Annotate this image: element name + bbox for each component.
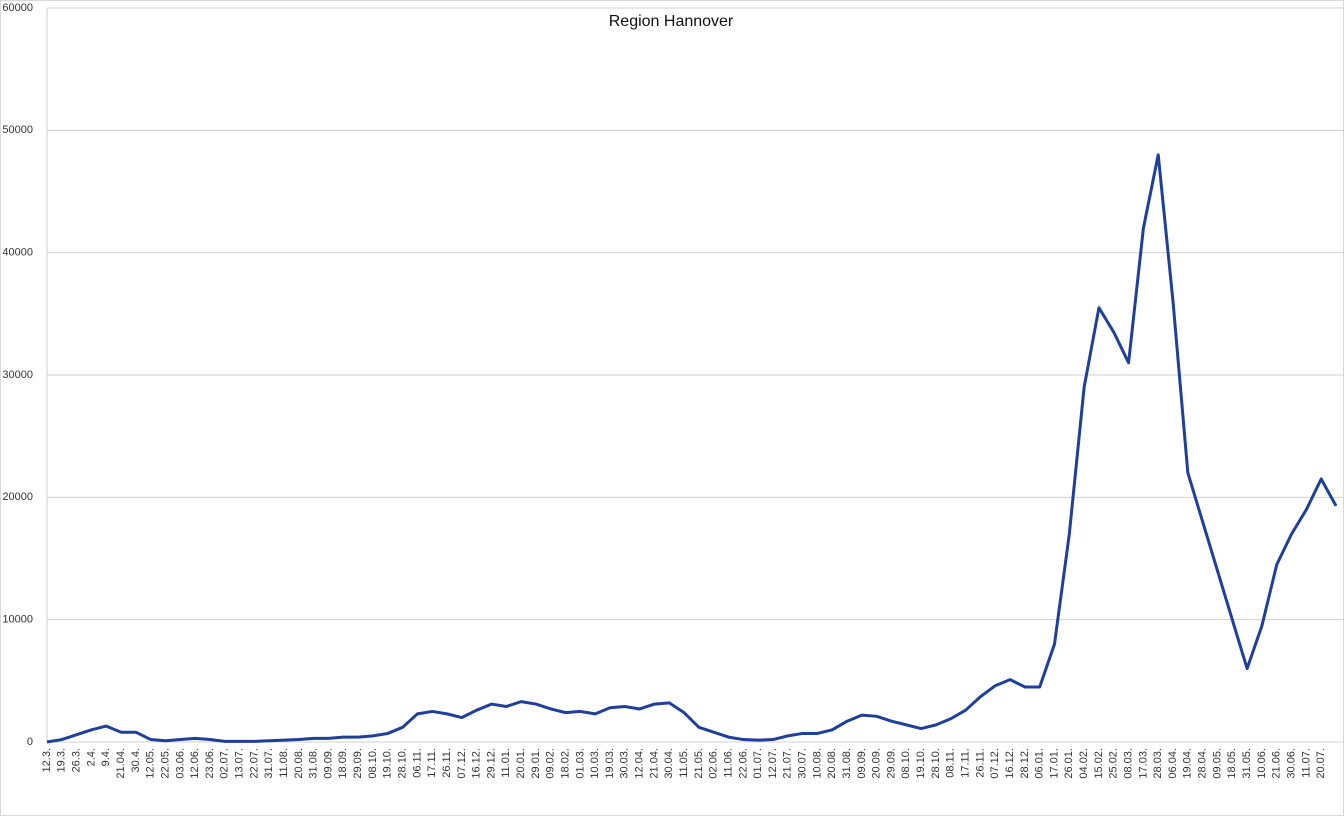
x-tick-label: 17.03. (1137, 748, 1149, 779)
x-tick-label: 06.04. (1167, 748, 1179, 779)
y-tick-label: 40000 (2, 247, 33, 259)
x-tick-label: 06.11. (411, 748, 423, 778)
x-tick-label: 21.04. (115, 748, 127, 779)
x-tick-label: 22.07. (248, 748, 260, 779)
x-tick-label: 31.07. (263, 748, 275, 779)
data-line (46, 153, 1338, 744)
x-tick-label: 20.08. (826, 748, 838, 779)
x-tick-label: 9.4. (100, 748, 112, 766)
x-tick-label: 28.04. (1197, 748, 1209, 779)
x-tick-label: 12.3. (41, 748, 53, 772)
x-tick-label: 30.06. (1285, 748, 1297, 779)
x-tick-label: 31.08. (841, 748, 853, 779)
x-tick-label: 10.03. (589, 748, 601, 779)
x-tick-label: 11.07. (1300, 748, 1312, 778)
x-tick-label: 18.09. (337, 748, 349, 779)
x-tick-label: 29.01. (530, 748, 542, 779)
x-tick-label: 19.10. (382, 748, 394, 779)
x-tick-label: 28.12. (1019, 748, 1031, 779)
x-tick-label: 28.10. (930, 748, 942, 779)
x-tick-label: 12.07. (767, 748, 779, 779)
x-tick-label: 10.08. (811, 748, 823, 779)
x-tick-label: 16.12. (471, 748, 483, 779)
x-tick-label: 06.01. (1034, 748, 1046, 779)
x-tick-label: 31.08. (308, 748, 320, 779)
x-tick-label: 26.3. (71, 748, 83, 772)
x-tick-label: 22.06. (737, 748, 749, 779)
x-tick-label: 31.05. (1241, 748, 1253, 779)
x-tick-label: 01.03. (574, 748, 586, 779)
x-tick-label: 28.03. (1152, 748, 1164, 779)
x-tick-label: 26.11. (974, 748, 986, 778)
x-tick-label: 08.10. (367, 748, 379, 779)
x-tick-label: 07.12. (456, 748, 468, 779)
x-tick-label: 09.02. (545, 748, 557, 779)
x-tick-label: 08.03. (1122, 748, 1134, 779)
x-tick-label: 07.12. (989, 748, 1001, 779)
x-tick-label: 11.05. (678, 748, 690, 778)
y-tick-label: 50000 (2, 124, 33, 136)
x-tick-label: 30.03. (619, 748, 631, 779)
x-tick-label: 19.3. (56, 748, 68, 772)
x-tick-label: 21.06. (1271, 748, 1283, 779)
x-tick-label: 26.01. (1063, 748, 1075, 779)
x-tick-label: 15.02. (1093, 748, 1105, 779)
x-tick-label: 08.11. (945, 748, 957, 778)
x-tick-label: 04.02. (1078, 748, 1090, 779)
x-tick-label: 03.06. (174, 748, 186, 779)
x-tick-label: 20.01. (515, 748, 527, 779)
x-tick-label: 23.06. (204, 748, 216, 779)
x-tick-label: 02.07. (219, 748, 231, 779)
y-tick-label: 0 (27, 736, 33, 748)
x-tick-label: 16.12. (1004, 748, 1016, 779)
x-tick-label: 19.03. (604, 748, 616, 779)
y-tick-label: 10000 (2, 614, 33, 626)
x-tick-label: 29.09. (885, 748, 897, 779)
x-tick-label: 12.06. (189, 748, 201, 779)
x-tick-label: 28.10. (396, 748, 408, 779)
x-tick-label: 11.08. (278, 748, 290, 778)
chart-title: Region Hannover (609, 13, 734, 30)
x-tick-label: 25.02. (1108, 748, 1120, 779)
x-tick-label: 26.11. (441, 748, 453, 778)
x-tick-label: 08.10. (900, 748, 912, 779)
x-tick-label: 10.06. (1256, 748, 1268, 779)
x-tick-label: 17.11. (426, 748, 438, 778)
x-tick-label: 21.04. (648, 748, 660, 779)
x-tick-label: 30.4. (130, 748, 142, 772)
x-tick-label: 20.07. (1315, 748, 1327, 779)
x-tick-label: 29.09. (352, 748, 364, 779)
x-tick-label: 11.01. (500, 748, 512, 778)
x-tick-label: 09.09. (856, 748, 868, 779)
y-tick-label: 20000 (2, 491, 33, 503)
x-tick-label: 01.07. (752, 748, 764, 779)
x-tick-label: 29.12. (485, 748, 497, 779)
x-tick-label: 13.07. (234, 748, 246, 779)
x-tick-label: 30.04. (663, 748, 675, 779)
x-tick-label: 2.4. (85, 748, 97, 766)
x-tick-label: 11.06. (722, 748, 734, 778)
x-tick-label: 12.04. (634, 748, 646, 779)
x-tick-label: 30.07. (797, 748, 809, 779)
x-tick-label: 20.09. (871, 748, 883, 779)
x-tick-label: 21.05. (693, 748, 705, 779)
x-tick-label: 20.08. (293, 748, 305, 779)
x-tick-label: 12.05. (145, 748, 157, 779)
x-tick-label: 21.07. (782, 748, 794, 779)
x-tick-label: 18.02. (559, 748, 571, 779)
x-tick-label: 09.05. (1211, 748, 1223, 779)
x-tick-label: 22.05. (159, 748, 171, 779)
x-tick-label: 09.09. (322, 748, 334, 779)
x-tick-label: 02.06. (708, 748, 720, 779)
y-tick-label: 30000 (2, 369, 33, 381)
x-tick-label: 18.05. (1226, 748, 1238, 779)
x-tick-label: 17.11. (960, 748, 972, 778)
x-tick-label: 17.01. (1048, 748, 1060, 779)
y-tick-label: 60000 (2, 2, 33, 14)
x-tick-label: 19.10. (915, 748, 927, 779)
x-tick-label: 19.04. (1182, 748, 1194, 779)
